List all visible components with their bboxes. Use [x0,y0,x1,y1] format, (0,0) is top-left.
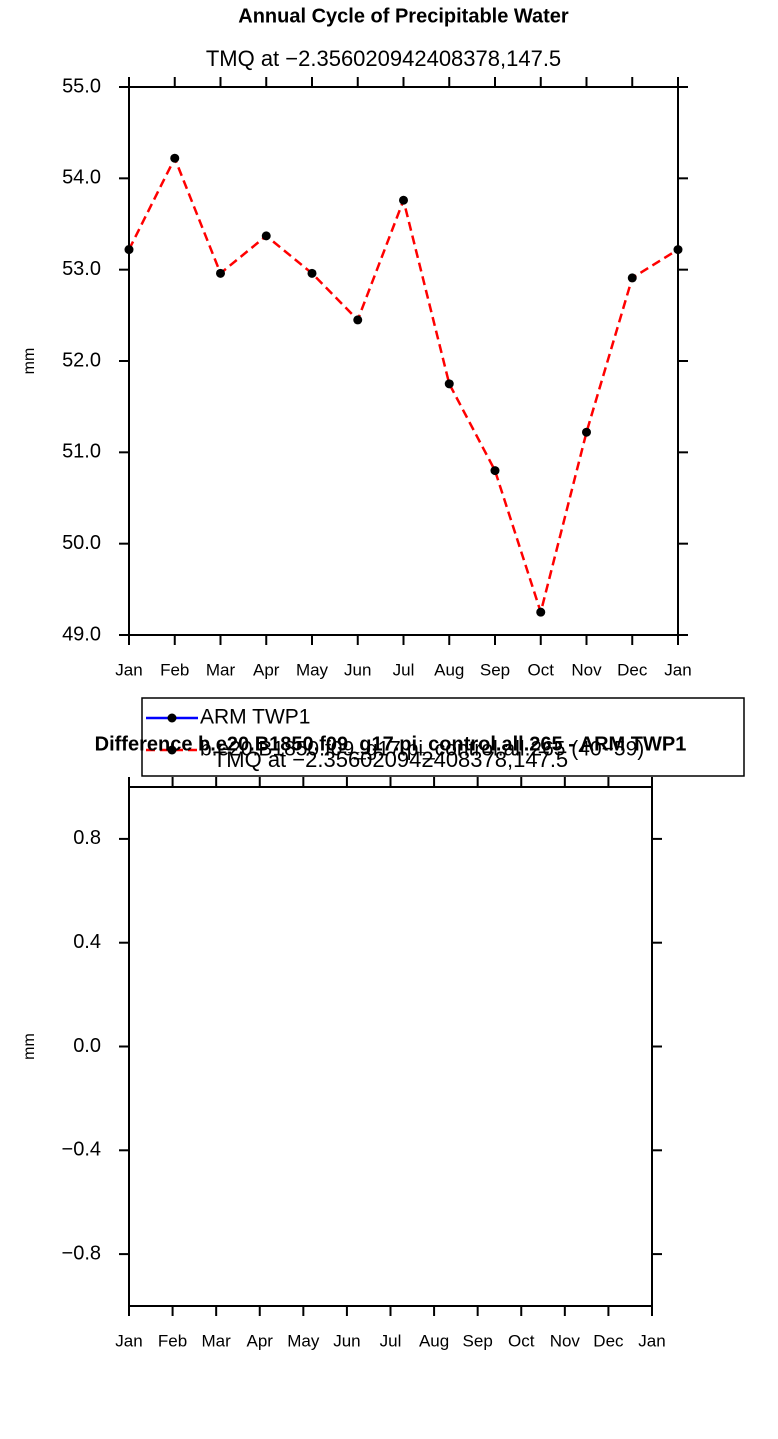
x-tick-label: Jan [115,1331,142,1350]
x-tick-label: Oct [528,660,555,679]
series-marker [627,273,637,283]
plot-frame [128,786,653,1307]
series-marker [490,466,500,476]
x-tick-label: Mar [206,660,236,679]
x-tick-label: Jul [393,660,415,679]
x-tick-label: Jun [344,660,371,679]
y-tick-label: 55.0 [62,75,101,97]
y-tick-label: 54.0 [62,167,101,189]
x-tick-label: Jun [333,1331,360,1350]
series-marker [261,231,271,241]
x-tick-label: Dec [593,1331,624,1350]
series-marker [307,268,317,278]
series-marker [353,315,363,325]
y-tick-label: 51.0 [62,441,101,463]
legend-box [141,697,745,777]
x-tick-label: Jan [664,660,691,679]
series-marker [536,607,546,617]
series-marker [170,153,180,163]
series-line [127,155,679,617]
y-tick-label: 0.4 [73,931,101,953]
legend-label: ARM TWP1 [200,706,310,729]
x-tick-label: Oct [508,1331,535,1350]
y-tick-label: 52.0 [62,349,101,371]
x-tick-label: Mar [202,1331,232,1350]
x-tick-label: Jan [115,660,142,679]
series-marker [216,268,225,278]
chart-title: Difference b.e20.B1850.f09_g17.pi_contro… [95,733,687,755]
x-tick-label: Aug [434,660,464,679]
x-tick-label: Nov [571,660,602,679]
series-marker [444,379,454,389]
legend-marker [167,745,177,755]
series-marker [582,427,591,437]
x-tick-label: May [296,660,329,679]
x-tick-label: Jul [380,1331,402,1350]
plot-frame [128,86,679,636]
legend-label: b.e20.B1850.f09_g17.pi_control.all.265 (… [200,738,644,761]
x-tick-label: Apr [253,660,280,679]
y-tick-label: 49.0 [62,623,101,645]
chart-title: Annual Cycle of Precipitable Water [238,5,569,27]
x-tick-label: Feb [158,1331,187,1350]
series-marker [124,245,134,255]
y-tick-label: 0.8 [73,827,101,849]
x-tick-label: Apr [247,1331,274,1350]
x-tick-label: Nov [550,1331,581,1350]
x-tick-label: Sep [480,660,510,679]
x-tick-label: Aug [419,1331,449,1350]
series-marker [399,195,408,205]
series-marker [673,245,683,255]
x-tick-label: Jan [638,1331,665,1350]
y-tick-label: −0.8 [62,1242,101,1264]
y-tick-label: 0.0 [73,1035,101,1057]
y-axis-label: mm [21,348,38,375]
y-tick-label: 50.0 [62,532,101,554]
y-tick-label: 53.0 [62,258,101,280]
chart-subtitle: TMQ at −2.356020942408378,147.5 [206,46,561,71]
x-tick-label: Feb [160,660,189,679]
chart-subtitle: TMQ at −2.356020942408378,147.5 [213,747,568,772]
legend-marker [167,713,177,723]
x-tick-label: Dec [617,660,648,679]
y-tick-label: −0.4 [62,1139,101,1161]
x-tick-label: Sep [463,1331,493,1350]
y-axis-label: mm [21,1033,38,1060]
x-tick-label: May [287,1331,320,1350]
